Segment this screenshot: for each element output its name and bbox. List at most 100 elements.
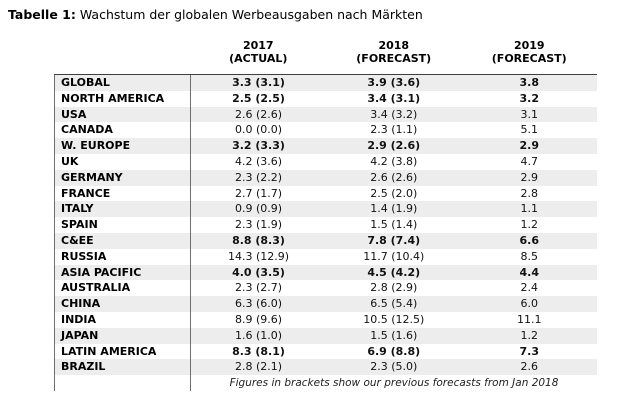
row-value-2018: 1.5 (1.4) — [370, 218, 418, 232]
row-label: UK — [54, 153, 191, 170]
column-year: 2019 — [513, 39, 545, 52]
row-value-2019: 2.6 — [520, 360, 539, 374]
row-value-2018: 2.3 (5.0) — [370, 360, 418, 374]
row-value-2018: 1.5 (1.6) — [370, 328, 418, 342]
row-value-2018: 2.5 (2.0) — [370, 186, 418, 200]
row-value-2019: 11.1 — [517, 312, 542, 326]
column-header-2018: 2018 (FORECAST) — [326, 36, 462, 75]
page-title: Tabelle 1: Wachstum der globalen Werbeau… — [8, 7, 423, 22]
row-value-2019: 2.8 — [520, 186, 539, 200]
row-value-2019: 1.1 — [520, 202, 539, 216]
footnote-row: Figures in brackets show our previous fo… — [54, 375, 598, 392]
row-label: NORTH AMERICA — [54, 90, 191, 107]
table-row: CHINA 6.3 (6.0) 6.5 (5.4) 6.0 — [54, 296, 597, 312]
row-value-2018: 11.7 (10.4) — [363, 249, 425, 263]
row-value-2018: 3.9 (3.6) — [367, 76, 421, 89]
row-label: GERMANY — [54, 169, 191, 186]
row-value-2017: 3.3 (3.1) — [232, 76, 285, 89]
row-value-2019: 4.7 — [520, 154, 539, 168]
row-label: LATIN AMERICA — [54, 343, 191, 360]
row-value-2019: 1.2 — [520, 218, 539, 232]
row-value-2017: 2.3 (2.7) — [234, 281, 283, 295]
row-label: ITALY — [54, 201, 191, 218]
row-value-2019: 2.9 — [519, 139, 540, 153]
row-value-2017: 2.5 (2.5) — [232, 91, 285, 105]
table-row: ITALY 0.9 (0.9) 1.4 (1.9) 1.1 — [54, 201, 597, 218]
table-row: SPAIN 2.3 (1.9) 1.5 (1.4) 1.2 — [54, 217, 598, 233]
row-value-2018: 4.5 (4.2) — [367, 265, 421, 279]
row-value-2019: 6.6 — [519, 233, 540, 247]
table-row: FRANCE 2.7 (1.7) 2.5 (2.0) 2.8 — [54, 185, 598, 202]
row-value-2017: 14.3 (12.9) — [227, 249, 290, 263]
table-row: LATIN AMERICA 8.3 (8.1) 6.9 (8.8) 7.3 — [54, 343, 598, 360]
row-value-2018: 2.9 (2.6) — [367, 139, 421, 153]
row-value-2017: 0.0 (0.0) — [234, 123, 283, 137]
row-value-2019: 3.8 — [519, 76, 540, 89]
row-value-2019: 6.0 — [520, 297, 539, 311]
row-value-2017: 6.3 (6.0) — [234, 297, 283, 311]
row-value-2017: 8.9 (9.6) — [234, 312, 283, 326]
row-value-2018: 2.6 (2.6) — [370, 170, 418, 184]
column-type: (FORECAST) — [491, 52, 567, 65]
row-value-2019: 5.1 — [520, 123, 539, 137]
row-value-2017: 0.9 (0.9) — [234, 202, 283, 216]
table-row: JAPAN 1.6 (1.0) 1.5 (1.6) 1.2 — [54, 327, 597, 344]
row-label: CHINA — [54, 296, 191, 312]
table-row: CANADA 0.0 (0.0) 2.3 (1.1) 5.1 — [54, 122, 598, 139]
row-value-2017: 2.3 (1.9) — [234, 218, 283, 232]
row-value-2018: 7.8 (7.4) — [367, 233, 421, 247]
row-label: W. EUROPE — [54, 138, 191, 154]
column-header-2017: 2017 (ACTUAL) — [190, 36, 326, 75]
row-value-2017: 4.0 (3.5) — [232, 265, 285, 279]
row-label: BRAZIL — [54, 359, 191, 376]
row-value-2017: 2.6 (2.6) — [234, 107, 283, 121]
footnote-spacer — [54, 375, 191, 392]
table-row: GLOBAL 3.3 (3.1) 3.9 (3.6) 3.8 — [54, 74, 597, 91]
row-value-2018: 2.8 (2.9) — [370, 281, 418, 295]
row-value-2017: 3.2 (3.3) — [232, 139, 285, 153]
row-value-2019: 3.1 — [520, 107, 539, 121]
table-row: INDIA 8.9 (9.6) 10.5 (12.5) 11.1 — [54, 311, 598, 328]
row-value-2018: 10.5 (12.5) — [363, 312, 425, 326]
row-label: INDIA — [54, 311, 191, 328]
table-footer: Figures in brackets show our previous fo… — [54, 375, 598, 392]
row-value-2019: 4.4 — [519, 265, 540, 279]
row-value-2019: 2.4 — [520, 281, 539, 295]
row-value-2018: 4.2 (3.8) — [370, 154, 418, 168]
row-value-2018: 1.4 (1.9) — [370, 202, 418, 216]
corner-cell — [54, 36, 191, 75]
row-value-2017: 4.2 (3.6) — [234, 154, 283, 168]
table-row: USA 2.6 (2.6) 3.4 (3.2) 3.1 — [54, 106, 597, 123]
row-label: ASIA PACIFIC — [54, 264, 191, 281]
row-label: JAPAN — [54, 327, 191, 344]
table-number-label: Tabelle 1: — [8, 7, 76, 22]
table-row: NORTH AMERICA 2.5 (2.5) 3.4 (3.1) 3.2 — [54, 90, 598, 107]
row-value-2017: 2.3 (2.2) — [234, 170, 283, 184]
row-value-2018: 6.9 (8.8) — [367, 344, 421, 358]
table-footnote: Figures in brackets show our previous fo… — [229, 376, 559, 389]
row-label: AUSTRALIA — [54, 280, 191, 297]
column-year: 2017 — [242, 39, 274, 52]
table-row: UK 4.2 (3.6) 4.2 (3.8) 4.7 — [54, 153, 598, 170]
row-value-2017: 8.8 (8.3) — [232, 233, 285, 247]
column-type: (ACTUAL) — [229, 52, 288, 65]
table-row: AUSTRALIA 2.3 (2.7) 2.8 (2.9) 2.4 — [54, 280, 598, 297]
row-value-2017: 8.3 (8.1) — [232, 344, 285, 358]
row-value-2017: 1.6 (1.0) — [234, 328, 283, 342]
table-row: W. EUROPE 3.2 (3.3) 2.9 (2.6) 2.9 — [54, 138, 597, 154]
header-row: 2017 (ACTUAL) 2018 (FORECAST) 2019 (FORE… — [54, 36, 597, 75]
table-row: RUSSIA 14.3 (12.9) 11.7 (10.4) 8.5 — [54, 248, 598, 265]
column-header-2019: 2019 (FORECAST) — [461, 36, 597, 75]
row-label: FRANCE — [54, 185, 191, 202]
row-value-2019: 3.2 — [519, 91, 540, 105]
column-type: (FORECAST) — [356, 52, 432, 65]
table-row: ASIA PACIFIC 4.0 (3.5) 4.5 (4.2) 4.4 — [54, 264, 597, 281]
row-value-2018: 6.5 (5.4) — [370, 297, 418, 311]
row-value-2018: 3.4 (3.2) — [370, 107, 418, 121]
row-label: C&EE — [54, 232, 191, 249]
table-row: C&EE 8.8 (8.3) 7.8 (7.4) 6.6 — [54, 232, 597, 249]
row-label: USA — [54, 106, 191, 123]
row-label: GLOBAL — [54, 74, 191, 91]
table-title-text: Wachstum der globalen Werbeausgaben nach… — [75, 7, 423, 22]
